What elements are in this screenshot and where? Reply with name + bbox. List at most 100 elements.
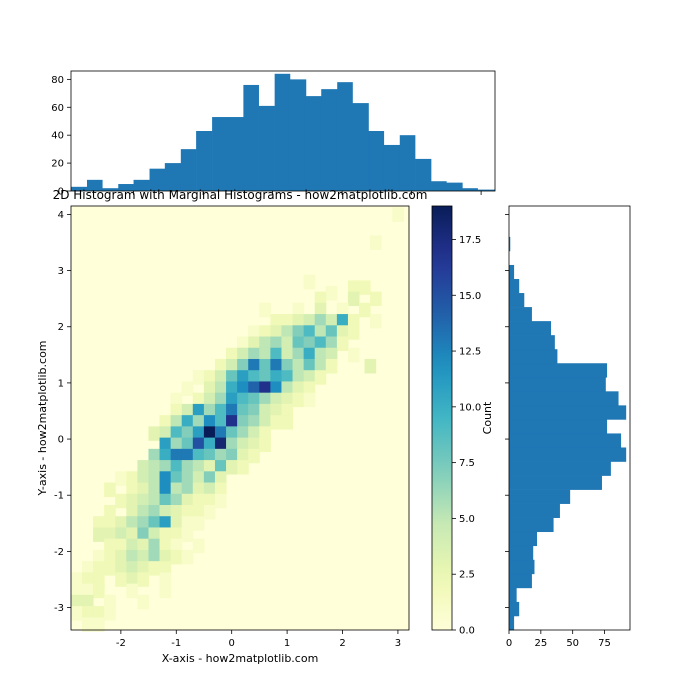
heatmap-cell	[70, 572, 83, 587]
heatmap-cell	[192, 426, 205, 441]
heatmap-cell	[203, 493, 216, 509]
heatmap-cell	[126, 538, 138, 554]
heatmap-cell	[170, 549, 183, 565]
heatmap-cell	[226, 437, 238, 453]
heatmap-cell	[159, 426, 172, 441]
top-hist-bar	[399, 135, 416, 191]
top-hist-bar	[258, 105, 275, 191]
heatmap-cell	[259, 347, 271, 363]
heatmap-cell	[281, 358, 294, 374]
heatmap-cell	[104, 549, 116, 565]
heatmap-cell	[214, 493, 227, 509]
heatmap-cell	[148, 516, 161, 531]
heatmap-cell	[104, 516, 116, 531]
heatmap-cell	[237, 403, 249, 419]
top-hist-bar	[118, 184, 134, 191]
heatmap-cell	[148, 538, 161, 554]
heatmap-cell	[104, 606, 116, 621]
heatmap-cell	[93, 549, 105, 565]
heatmap-cell	[259, 358, 271, 374]
heatmap-cell	[292, 370, 305, 385]
heatmap-cell	[203, 482, 216, 497]
right-hist-bar	[509, 405, 627, 420]
heatmap-cell	[281, 403, 294, 419]
heatmap-cell	[203, 403, 216, 419]
top-y-tick-label: 0	[58, 187, 64, 198]
heatmap-cell	[81, 606, 94, 621]
heatmap-cell	[104, 504, 116, 520]
heatmap-cell	[159, 516, 172, 531]
heatmap-cell	[104, 594, 116, 610]
heatmap-cell	[214, 381, 227, 396]
heatmap-cell	[347, 291, 360, 307]
heatmap-cell	[148, 460, 161, 475]
heatmap-cell	[292, 358, 305, 374]
heatmap-cell	[104, 482, 116, 497]
top-hist-bar	[71, 186, 88, 191]
heatmap-cell	[314, 302, 327, 318]
y-tick-label: 2	[58, 322, 64, 333]
heatmap-cell	[336, 325, 349, 340]
heatmap-cell	[281, 336, 294, 351]
heatmap-cell	[170, 403, 183, 419]
heatmap-cell	[170, 460, 183, 475]
heatmap-cell	[292, 347, 305, 363]
heatmap-cell	[259, 302, 271, 318]
heatmap-cell	[159, 448, 172, 464]
right-hist-bar	[509, 503, 560, 518]
heatmap-cell	[203, 437, 216, 453]
heatmap-cell	[303, 314, 316, 329]
heatmap-cell	[237, 370, 249, 385]
top-hist-bar	[164, 163, 182, 191]
heatmap-cell	[81, 572, 94, 587]
heatmap-cell	[214, 358, 227, 374]
heatmap-cell	[170, 516, 183, 531]
heatmap-cell	[347, 325, 360, 340]
heatmap-cell	[370, 314, 382, 329]
right-x-tick-label: 25	[534, 638, 547, 649]
heatmap-cell	[126, 561, 138, 576]
colorbar-tick-label: 17.5	[459, 235, 481, 246]
heatmap-cell	[226, 358, 238, 374]
heatmap-cell	[226, 448, 238, 464]
heatmap-cell	[115, 527, 127, 542]
chart-title: 2D Histogram with Marginal Histograms - …	[53, 188, 428, 202]
heatmap-cell	[303, 358, 316, 374]
top-y-tick-label: 60	[51, 103, 64, 114]
top-hist-bar	[337, 82, 353, 191]
right-hist-bar	[509, 321, 552, 336]
heatmap-cell	[292, 336, 305, 351]
x-tick-label: 1	[284, 638, 290, 649]
heatmap-cell	[281, 392, 294, 408]
right-hist-bar	[509, 545, 534, 561]
x-axis-label: X-axis - how2matplotlib.com	[162, 652, 319, 665]
heatmap-cell	[370, 291, 382, 307]
y-tick-label: -3	[54, 603, 64, 614]
heatmap-cell	[303, 325, 316, 340]
heatmap-cell	[214, 471, 227, 486]
main-axes-frame	[70, 205, 410, 631]
heatmap-cell	[93, 561, 105, 576]
heatmap-cell	[159, 527, 172, 542]
heatmap-cell	[214, 460, 227, 475]
heatmap-cell	[214, 403, 227, 419]
right-hist-bar	[509, 279, 520, 294]
right-histogram: 0 25 50 75	[505, 205, 631, 649]
right-hist-bar	[509, 461, 611, 476]
heatmap-cell	[370, 235, 382, 250]
heatmap-cell	[214, 482, 227, 497]
heatmap-cell	[115, 538, 127, 554]
heatmap-cell	[325, 285, 338, 301]
heatmap-cell	[126, 493, 138, 509]
heatmap-cell	[259, 370, 271, 385]
heatmap-cell	[359, 280, 371, 295]
heatmap-cell	[303, 274, 316, 290]
top-hist-bar	[149, 168, 166, 191]
right-hist-bar	[509, 573, 532, 589]
heatmap-cell	[237, 415, 249, 430]
right-hist-bar	[509, 447, 627, 462]
right-hist-bar	[509, 517, 554, 533]
heatmap-cell	[170, 504, 183, 520]
top-hist-bar	[212, 117, 228, 191]
right-hist-bar	[509, 601, 520, 617]
